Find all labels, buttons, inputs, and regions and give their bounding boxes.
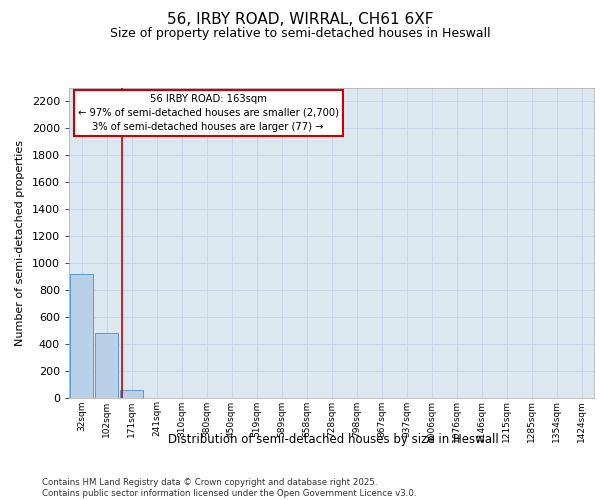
Text: Distribution of semi-detached houses by size in Heswall: Distribution of semi-detached houses by … bbox=[167, 432, 499, 446]
Text: Size of property relative to semi-detached houses in Heswall: Size of property relative to semi-detach… bbox=[110, 28, 490, 40]
Bar bbox=[120, 390, 143, 398]
Bar bbox=[70, 274, 93, 398]
Text: 56 IRBY ROAD: 163sqm
← 97% of semi-detached houses are smaller (2,700)
3% of sem: 56 IRBY ROAD: 163sqm ← 97% of semi-detac… bbox=[77, 94, 338, 132]
Text: Contains HM Land Registry data © Crown copyright and database right 2025.
Contai: Contains HM Land Registry data © Crown c… bbox=[42, 478, 416, 498]
Text: 56, IRBY ROAD, WIRRAL, CH61 6XF: 56, IRBY ROAD, WIRRAL, CH61 6XF bbox=[167, 12, 433, 28]
Y-axis label: Number of semi-detached properties: Number of semi-detached properties bbox=[15, 140, 25, 346]
Bar bbox=[95, 334, 118, 398]
